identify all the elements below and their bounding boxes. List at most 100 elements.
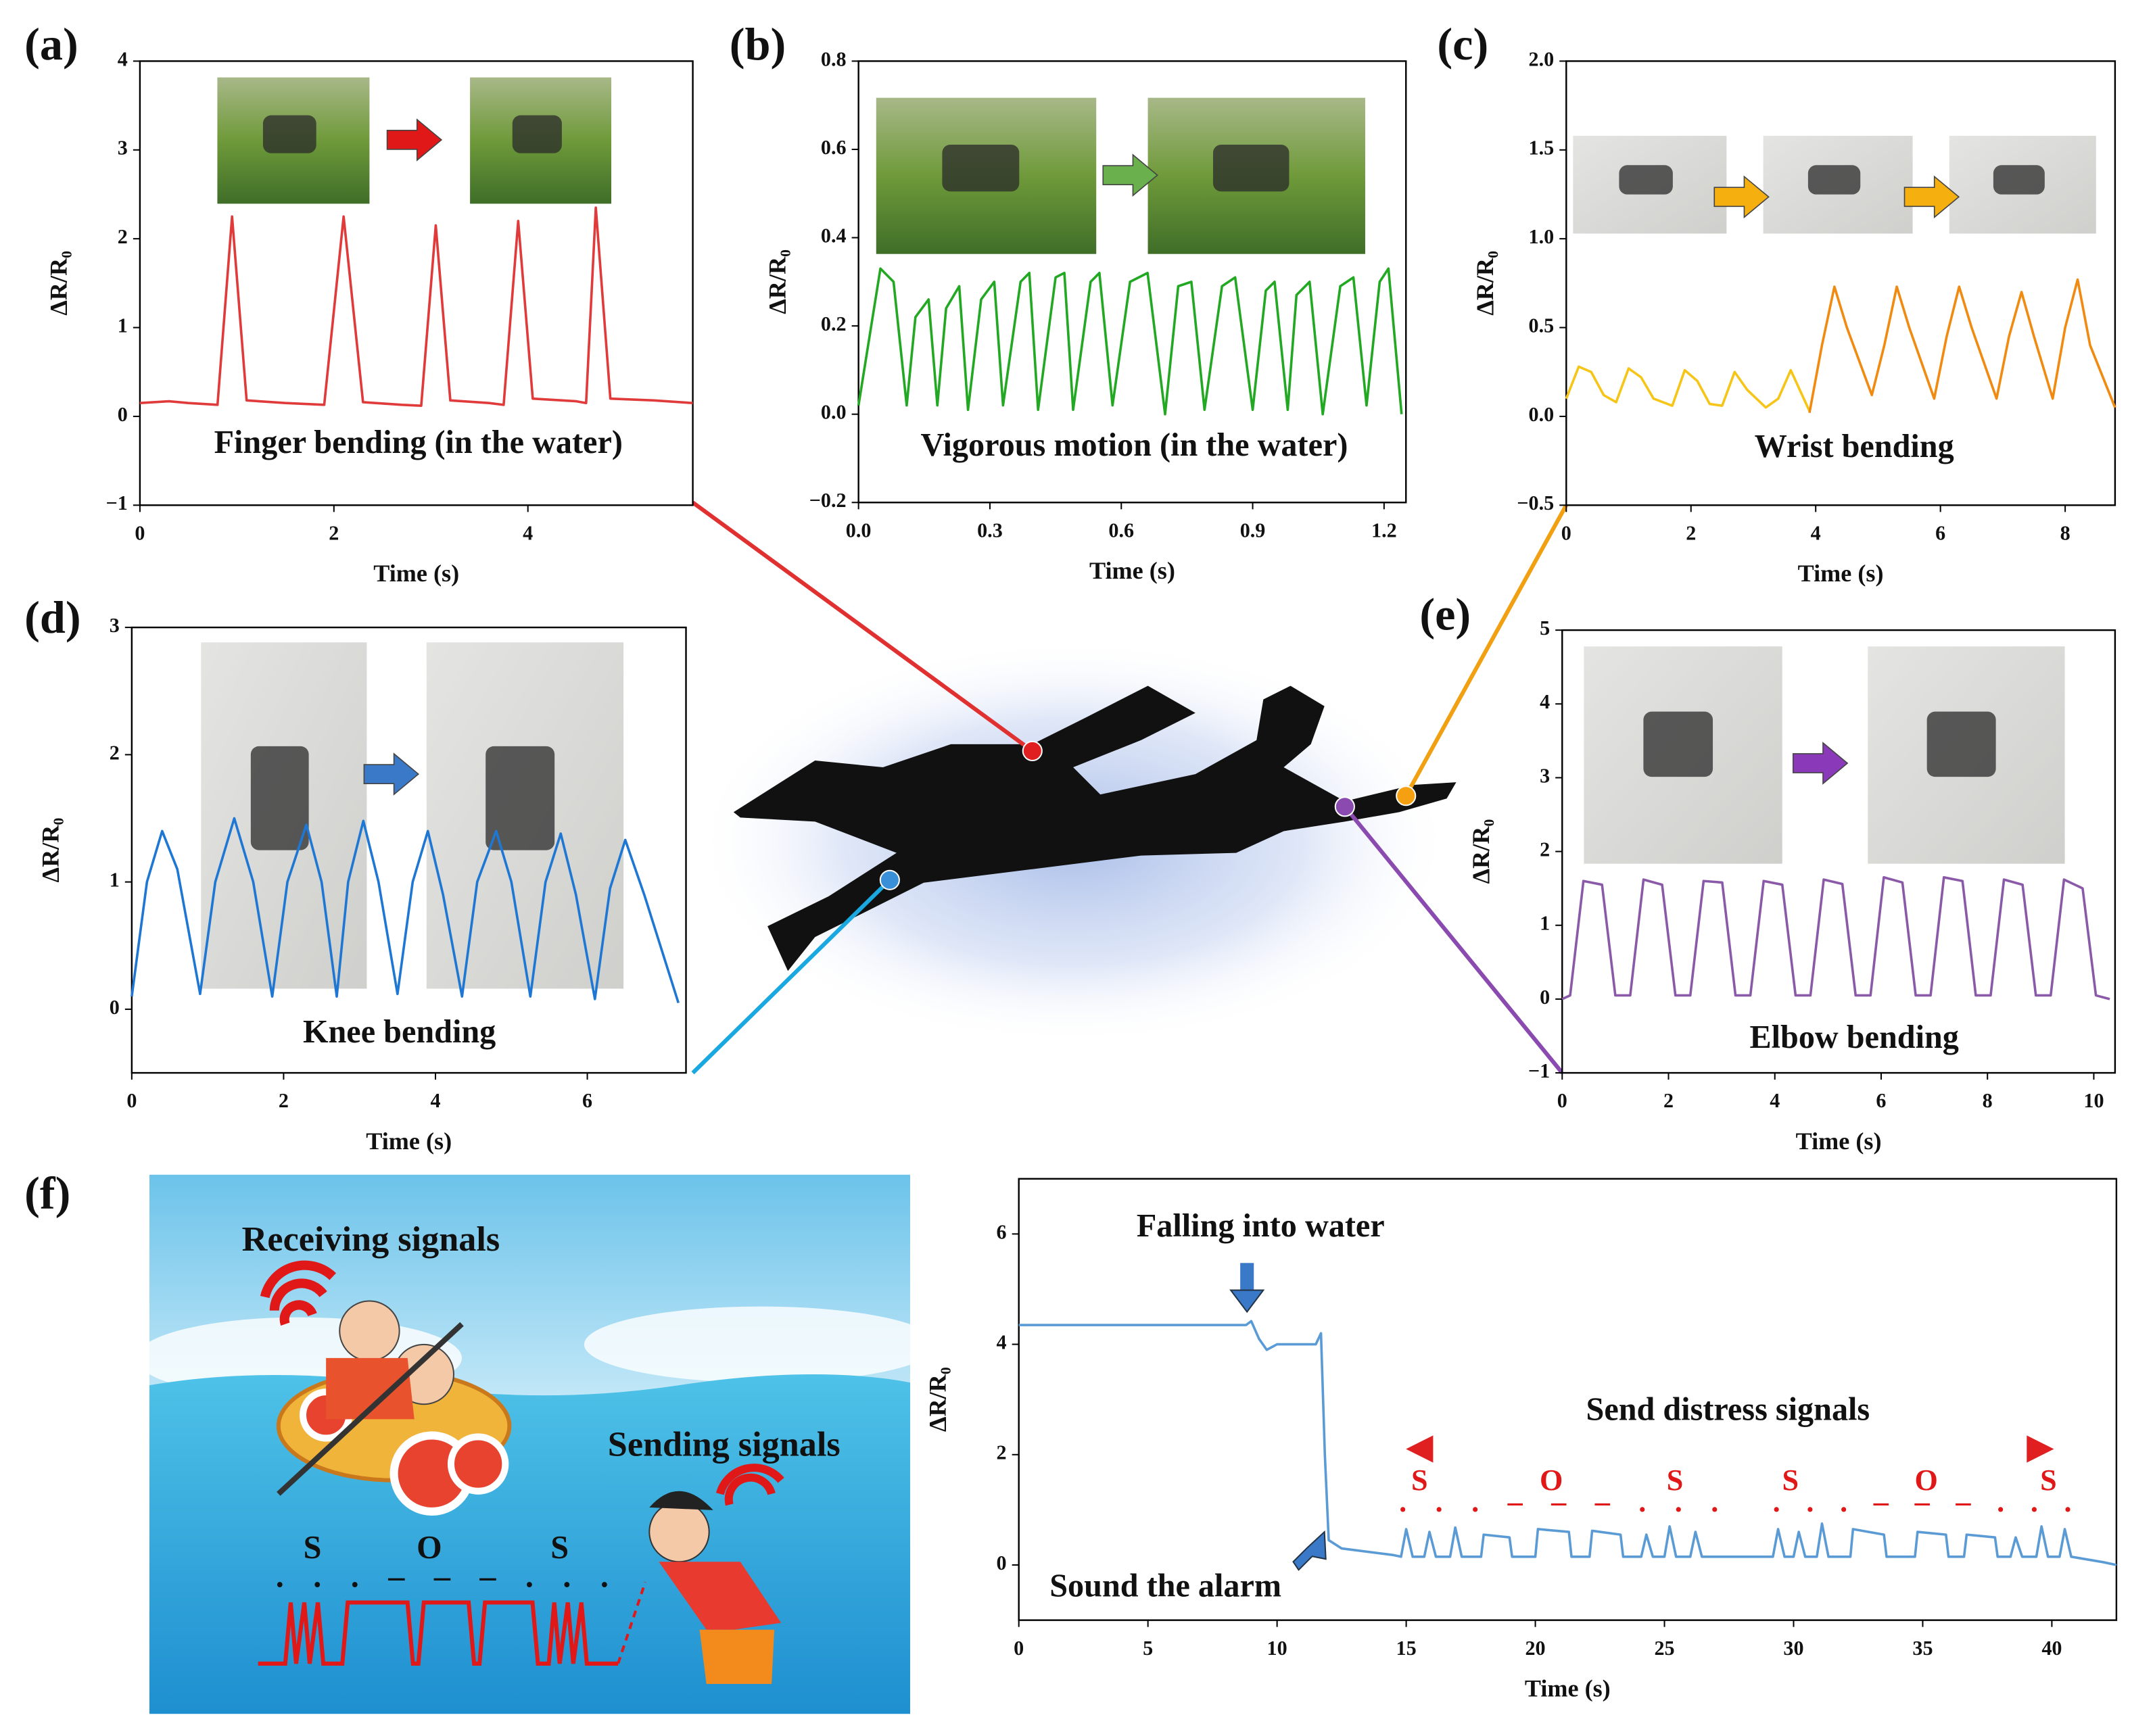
y-tick-label: 0.4 <box>821 224 847 247</box>
x-tick-label: 0.0 <box>846 519 872 541</box>
y-tick-label: 2 <box>110 741 120 764</box>
boy-shorts <box>699 1629 775 1685</box>
x-tick-label: 2 <box>1663 1089 1674 1112</box>
data-line <box>1561 875 2110 1000</box>
swimmer <box>733 685 1457 971</box>
x-axis-label: Time (s) <box>1089 557 1175 584</box>
annotation: Send distress signals <box>1586 1391 1870 1427</box>
photo-detail <box>1807 165 1861 195</box>
data-line <box>139 206 693 407</box>
photo-detail <box>262 115 316 153</box>
x-tick-label: 0.3 <box>977 519 1003 541</box>
x-tick-label: 0 <box>135 521 145 544</box>
chart: 0.0 0.3 0.6 0.9 1.2 −0.2 0.0 0.2 0.4 0.6 0.8 Time (… <box>730 18 1407 584</box>
x-tick-label: 0 <box>1014 1637 1024 1660</box>
y-tick-label: 0 <box>997 1551 1007 1574</box>
x-tick-label: 20 <box>1525 1637 1545 1660</box>
y-tick-label: 4 <box>1540 690 1550 713</box>
y-axis-label: ΔR/R₀ <box>763 249 790 314</box>
wifi-icon <box>715 1464 784 1506</box>
x-tick-label: 35 <box>1912 1637 1933 1660</box>
annotation: Vigorous motion (in the water) <box>920 427 1348 463</box>
connector <box>1343 805 1564 1074</box>
x-tick-label: 6 <box>1935 521 1945 544</box>
x-tick-label: 4 <box>430 1089 440 1112</box>
y-tick-label: 2.0 <box>1529 47 1555 70</box>
illustration-text: Sending signals <box>608 1424 841 1464</box>
sensor-dot <box>1334 796 1355 817</box>
y-tick-label: 0.5 <box>1529 314 1555 337</box>
arrow-icon <box>386 118 443 162</box>
wifi-icon <box>260 1260 337 1326</box>
y-tick-label: 0.0 <box>1529 403 1555 426</box>
x-tick-label: 0 <box>1557 1089 1567 1112</box>
y-axis-label: ΔR/R₀ <box>924 1367 951 1432</box>
y-tick-label: −1 <box>1528 1059 1550 1082</box>
y-tick-label: 1 <box>110 869 120 892</box>
y-axis-label: ΔR/R₀ <box>1471 251 1498 316</box>
x-tick-label: 2 <box>1686 521 1696 544</box>
arrow-icon <box>1903 175 1960 219</box>
photo-detail <box>1619 165 1673 195</box>
data-line <box>857 267 1403 416</box>
x-tick-label: 0 <box>1561 521 1571 544</box>
annotation: O <box>1540 1464 1563 1497</box>
photo-detail <box>1926 711 1996 777</box>
data-line <box>1808 278 2116 413</box>
sensor-dot <box>879 869 900 890</box>
illustration-text: S <box>304 1530 322 1566</box>
range-arrow-head <box>1406 1435 1434 1463</box>
x-tick-label: 0 <box>126 1089 137 1112</box>
x-tick-label: 6 <box>1876 1089 1886 1112</box>
y-tick-label: 0.8 <box>821 47 847 70</box>
rescuer-head <box>339 1300 400 1361</box>
annotation-arrow <box>1240 1263 1254 1293</box>
y-tick-label: 1 <box>118 314 128 337</box>
y-tick-label: 4 <box>118 47 128 70</box>
x-tick-label: 15 <box>1396 1637 1417 1660</box>
photo-detail <box>250 746 309 850</box>
x-axis-label: Time (s) <box>373 560 459 587</box>
x-tick-label: 30 <box>1783 1637 1803 1660</box>
lifebuoy <box>447 1433 509 1495</box>
arrow-icon <box>363 752 420 796</box>
y-tick-label: 0 <box>1540 986 1550 1009</box>
arrow-icon <box>1102 153 1158 197</box>
x-tick-label: 0.6 <box>1108 519 1134 541</box>
x-tick-label: 4 <box>1811 521 1821 544</box>
x-tick-label: 40 <box>2041 1637 2062 1660</box>
x-tick-label: 2 <box>279 1089 289 1112</box>
x-tick-label: 2 <box>329 521 339 544</box>
sensor-dot <box>1396 786 1417 806</box>
connector <box>691 878 891 1075</box>
y-tick-label: 0.0 <box>821 401 847 424</box>
illustration-text: S <box>550 1530 569 1566</box>
x-tick-label: 5 <box>1143 1637 1153 1660</box>
annotation: Falling into water <box>1137 1208 1385 1244</box>
paddle <box>277 1322 464 1496</box>
annotation: O <box>1914 1464 1937 1497</box>
connector <box>1404 504 1568 797</box>
y-tick-label: 2 <box>1540 838 1550 861</box>
y-tick-label: 1.5 <box>1529 137 1555 160</box>
x-tick-label: 10 <box>2083 1089 2104 1112</box>
y-tick-label: −0.2 <box>809 489 847 512</box>
cloud <box>584 1306 938 1383</box>
x-axis-label: Time (s) <box>1798 560 1884 587</box>
y-tick-label: 4 <box>997 1330 1007 1353</box>
annotation-arrow <box>1229 1289 1265 1313</box>
chart: 0 2 4 6 0 1 2 3 Time (s) ΔR/R₀ (d) Knee bending <box>24 592 687 1155</box>
photo-detail <box>486 746 555 850</box>
x-axis-label: Time (s) <box>1796 1128 1882 1155</box>
illustration-text: Receiving signals <box>242 1220 500 1259</box>
y-tick-label: 0 <box>118 403 128 426</box>
y-tick-label: 2 <box>118 225 128 248</box>
y-tick-label: −0.5 <box>1517 491 1554 514</box>
y-axis-label: ΔR/R₀ <box>37 818 64 883</box>
y-tick-label: 0.2 <box>821 312 847 335</box>
annotation: Knee bending <box>303 1014 496 1050</box>
y-tick-label: 5 <box>1540 617 1550 640</box>
